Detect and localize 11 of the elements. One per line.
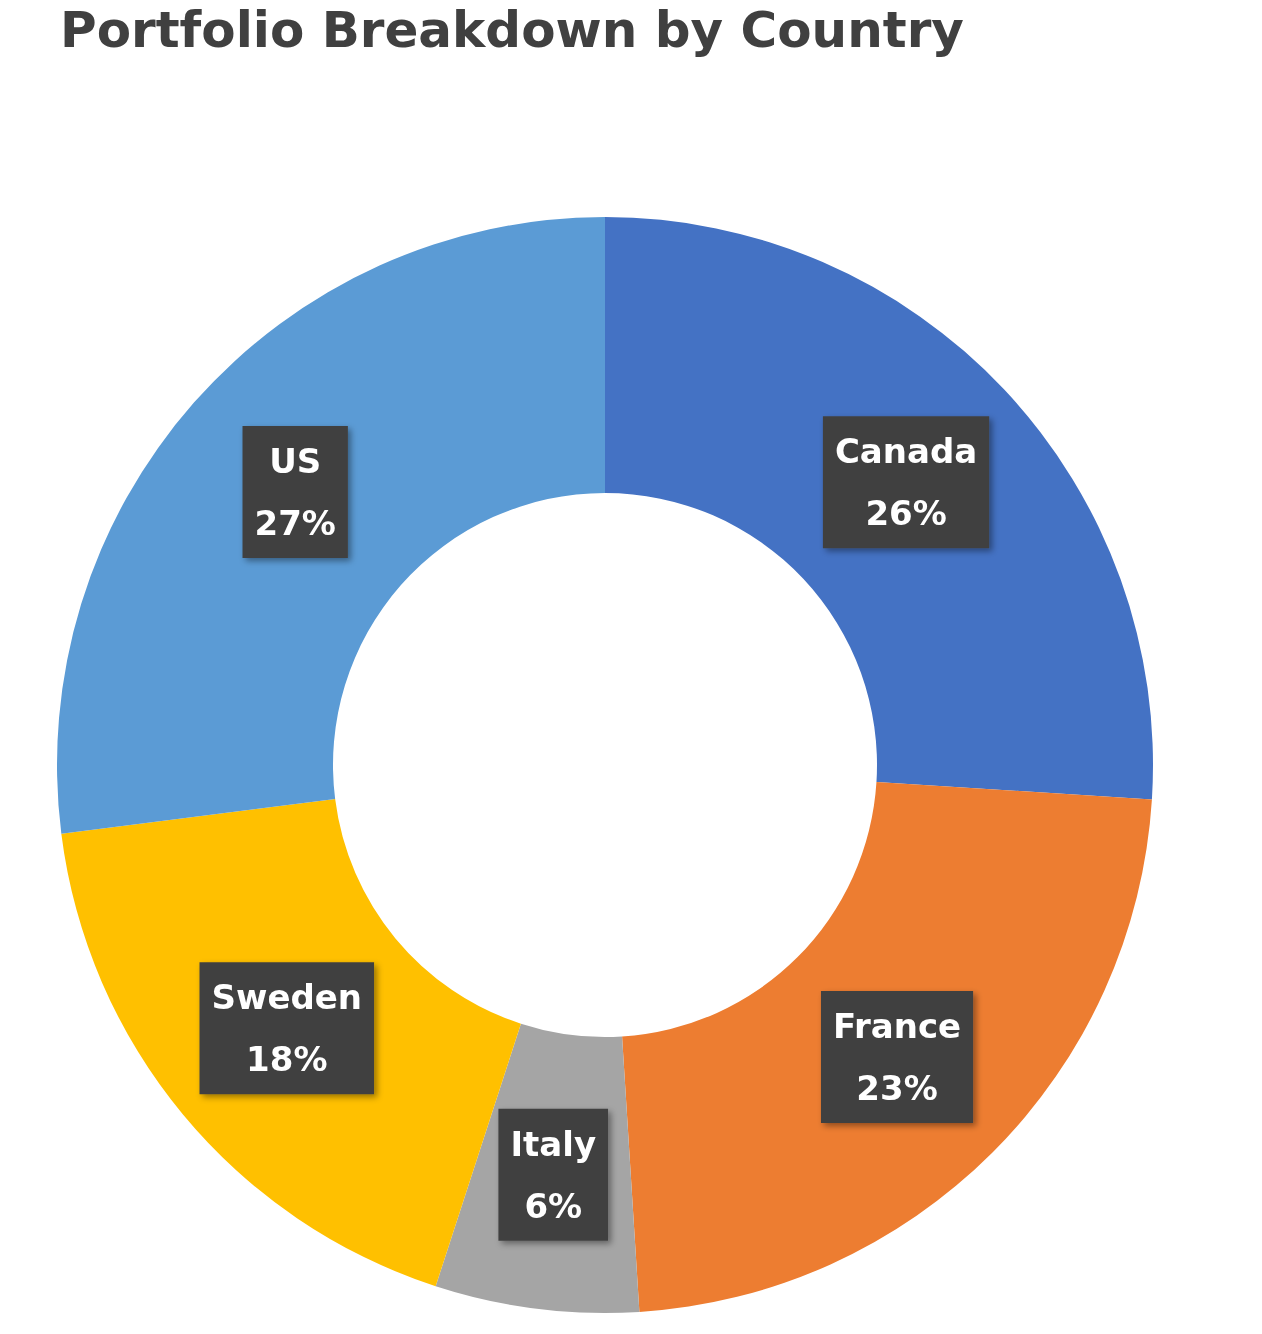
slice-label: Italy xyxy=(510,1123,597,1164)
data-label: 23% xyxy=(856,1068,938,1109)
slice-label: US xyxy=(269,440,322,481)
slice-label: France xyxy=(832,1006,962,1047)
data-label: 18% xyxy=(246,1039,328,1080)
data-label: 26% xyxy=(865,493,947,534)
data-label: 27% xyxy=(254,502,336,543)
slice-label: Canada xyxy=(834,431,978,472)
slice-label: Sweden xyxy=(211,977,363,1018)
data-label: 6% xyxy=(524,1185,583,1226)
chart-title: Portfolio Breakdown by Country xyxy=(60,1,964,59)
